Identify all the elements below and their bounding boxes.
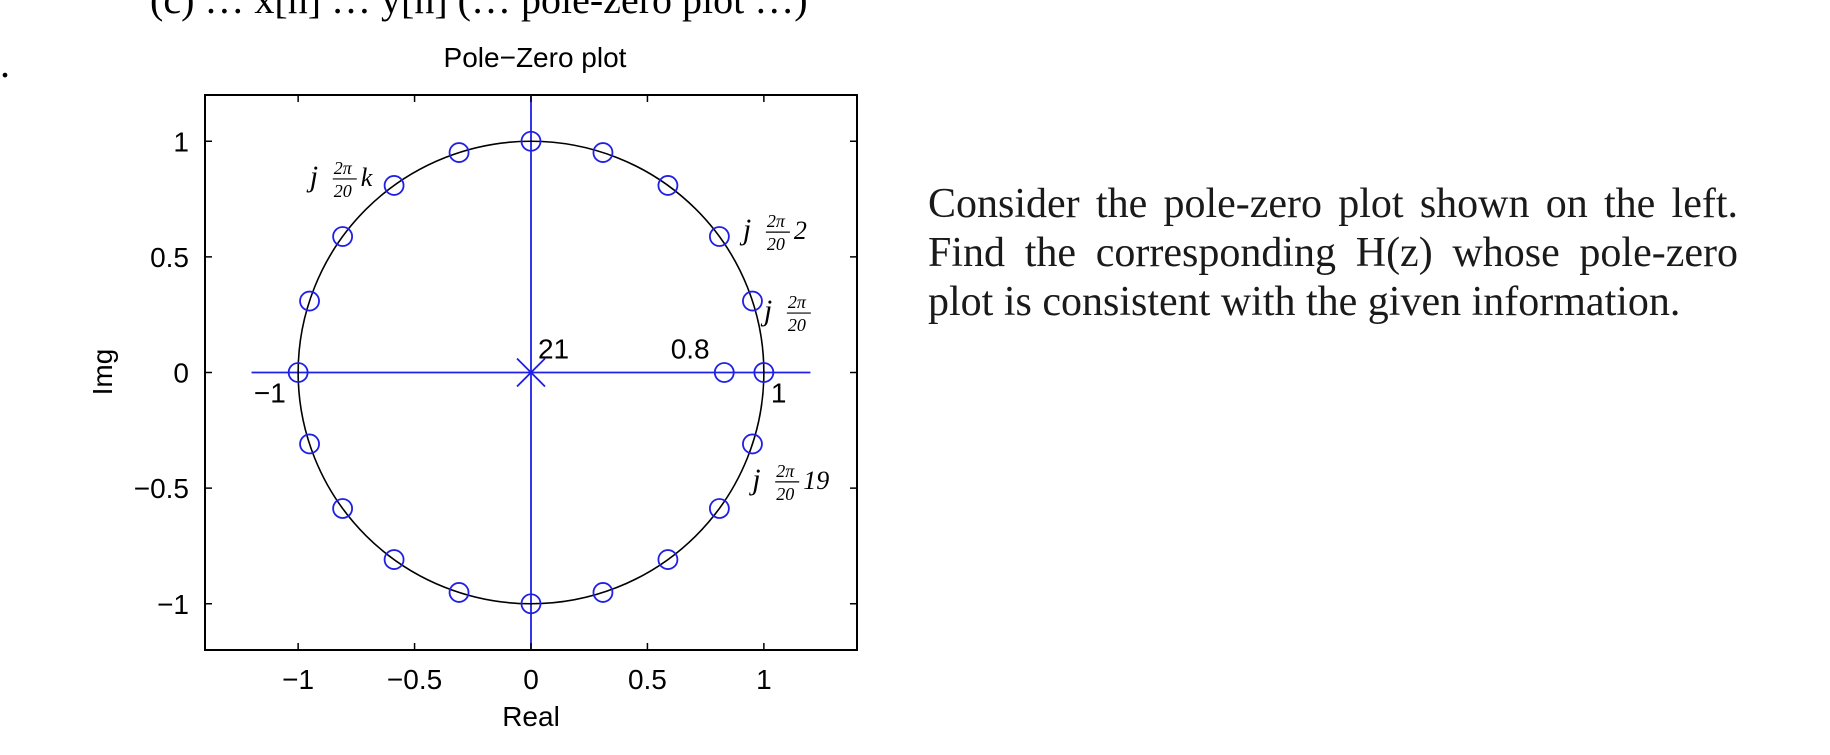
zero-marker xyxy=(742,290,763,312)
annotation-suffix: k xyxy=(361,163,373,192)
list-marker: . xyxy=(0,41,10,86)
zero-marker xyxy=(592,142,614,163)
tick-labels: −1 −0.5 0 0.5 1 −1 −0.5 0 0.5 1 xyxy=(134,126,772,695)
y-tick-label: −1 xyxy=(157,589,189,620)
pole-marker xyxy=(516,357,546,388)
zero-marker xyxy=(332,226,354,247)
annotation-j: j xyxy=(739,213,751,246)
y-tick-label: 1 xyxy=(173,126,189,157)
zero-marker xyxy=(383,175,405,196)
y-tick-label: 0 xyxy=(173,358,189,389)
zeros xyxy=(287,130,775,615)
exponent-annotation: j 2π 20 k xyxy=(306,158,373,201)
x-axis-label: Real xyxy=(502,701,560,732)
annotation-label: 21 xyxy=(538,334,569,365)
zero-marker xyxy=(713,362,735,383)
zero-marker xyxy=(299,290,320,312)
annotation-suffix: 2 xyxy=(794,216,807,245)
zero-marker xyxy=(448,142,470,163)
annotation-frac-den: 20 xyxy=(776,484,794,504)
annotation-frac-den: 20 xyxy=(788,315,806,335)
zero-marker xyxy=(657,549,679,570)
annotation-frac-num: 2π xyxy=(334,158,353,178)
annotation-j: j xyxy=(760,294,772,327)
y-axis-label: Img xyxy=(87,349,118,396)
zero-marker xyxy=(448,582,470,603)
pole-stroke xyxy=(516,357,546,388)
annotations: 21 0.8 −1 1 j 2π 20 k j 2π 20 2 j 2π 20 j 2π 20 19 xyxy=(254,158,829,504)
annotation-label: 0.8 xyxy=(671,334,710,365)
exponent-annotation: j 2π 20 xyxy=(760,292,811,335)
y-tick-label: −0.5 xyxy=(134,473,189,504)
zero-marker xyxy=(287,362,309,383)
zero-marker xyxy=(753,362,775,383)
annotation-frac-den: 20 xyxy=(334,181,352,201)
x-tick-label: 0 xyxy=(523,664,539,695)
zero-marker xyxy=(299,433,320,455)
zero-marker xyxy=(592,582,614,603)
annotation-frac-num: 2π xyxy=(776,461,795,481)
annotation-frac-num: 2π xyxy=(767,211,786,231)
zero-marker xyxy=(520,593,542,615)
annotation-label: 1 xyxy=(771,378,787,409)
pole-zero-plot: Pole−Zero plot −1 −0.5 0 0.5 1−1−0.500.51 21… xyxy=(87,42,858,732)
annotation-suffix: 19 xyxy=(803,466,829,495)
y-tick-label: 0.5 xyxy=(150,242,189,273)
annotation-j: j xyxy=(748,463,760,496)
annotation-frac-num: 2π xyxy=(788,292,807,312)
zero-marker xyxy=(657,175,679,196)
x-tick-label: 1 xyxy=(756,664,772,695)
annotation-label: −1 xyxy=(254,378,286,409)
zero-marker xyxy=(708,498,730,519)
x-tick-label: −0.5 xyxy=(387,664,442,695)
zero-marker xyxy=(332,498,354,519)
x-tick-label: −1 xyxy=(282,664,314,695)
exponent-annotation: j 2π 20 2 xyxy=(739,211,807,254)
chart-title: Pole−Zero plot xyxy=(444,42,627,73)
zero-marker xyxy=(383,549,405,570)
exponent-annotation: j 2π 20 19 xyxy=(748,461,829,504)
unit-circle xyxy=(297,140,765,605)
zero-marker xyxy=(708,226,730,247)
x-tick-label: 0.5 xyxy=(628,664,667,695)
zero-marker xyxy=(520,130,542,152)
ticks xyxy=(205,95,857,650)
annotation-j: j xyxy=(306,160,318,193)
annotation-frac-den: 20 xyxy=(767,234,785,254)
poles xyxy=(516,357,546,388)
previous-line-fragment: (c) … x[n] … y[n] (… pole-zero plot …) xyxy=(150,0,808,23)
problem-statement: Consider the pole-zero plot shown on the… xyxy=(928,181,1738,325)
zero-marker xyxy=(742,433,763,455)
